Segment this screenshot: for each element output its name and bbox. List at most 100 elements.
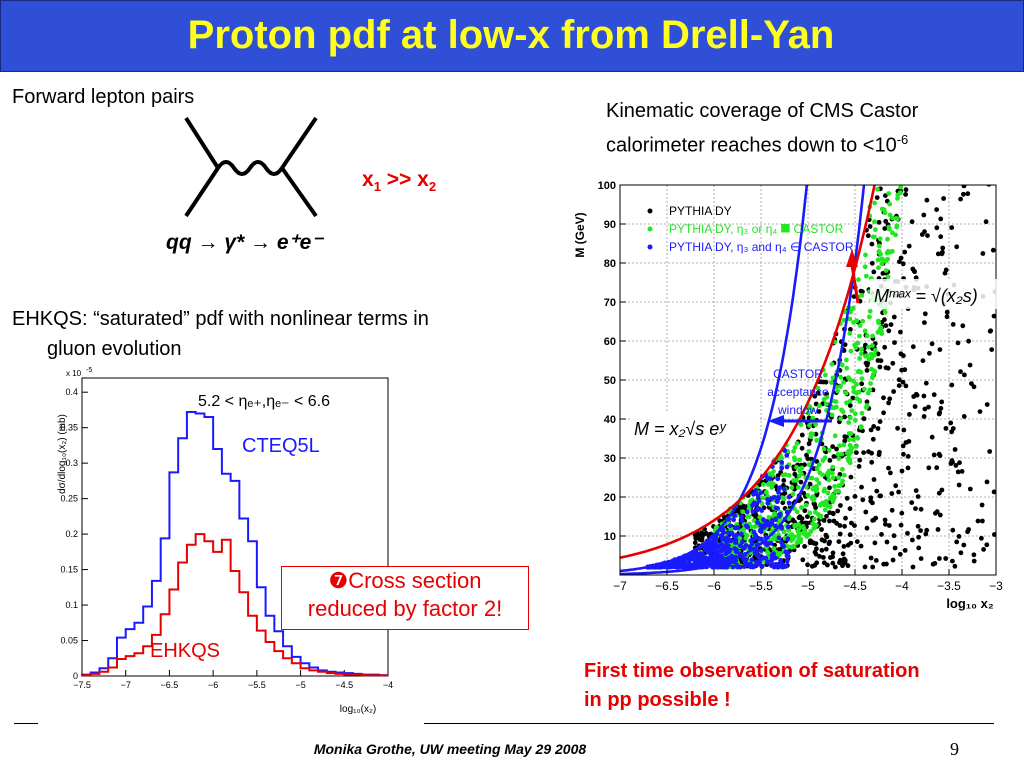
scatter-point [766, 515, 772, 520]
scatter-point [877, 179, 882, 184]
scatter-point [895, 175, 900, 177]
scatter-point [854, 390, 859, 396]
scatter-y-tick-label: 20 [604, 492, 616, 504]
scatter-point [851, 385, 856, 390]
scatter-point [950, 527, 956, 533]
scatter-point [779, 465, 785, 471]
scatter-point [879, 532, 884, 537]
scatter-point [871, 477, 877, 482]
scatter-point [867, 224, 873, 229]
scatter-point [872, 234, 877, 240]
feynman-diagram [184, 116, 318, 218]
scatter-point [795, 528, 801, 534]
scatter-point [740, 509, 746, 515]
scatter-point [796, 515, 802, 521]
scatter-point [779, 525, 784, 531]
scatter-point [821, 560, 827, 566]
scatter-point [916, 176, 921, 181]
scatter-point [864, 403, 870, 408]
scatter-point [779, 495, 785, 500]
scatter-curve-castor-edge [620, 185, 866, 575]
scatter-point [852, 411, 858, 417]
scatter-point [905, 530, 910, 536]
mmax-arrow [850, 264, 860, 304]
scatter-point [816, 512, 821, 517]
scatter-point [872, 348, 878, 353]
scatter-point [725, 530, 731, 535]
scatter-point [746, 506, 752, 511]
scatter-point [840, 551, 846, 557]
scatter-point [809, 407, 815, 413]
scatter-x-tick-label: −3 [989, 579, 1003, 593]
scatter-point [745, 524, 750, 530]
scatter-point [755, 507, 760, 513]
scatter-point [813, 505, 818, 511]
scatter-point [794, 464, 799, 470]
scatter-point [900, 443, 906, 449]
quark-line-in-top [184, 116, 220, 170]
scatter-point [809, 563, 815, 569]
scatter-point [794, 441, 800, 446]
scatter-point [861, 450, 866, 455]
scatter-point [844, 495, 850, 501]
scatter-point [842, 523, 847, 529]
scatter-point [889, 491, 895, 496]
m-formula-bg [630, 413, 760, 441]
scatter-point [921, 393, 927, 399]
conclusion-line2: in pp possible ! [584, 689, 731, 711]
scatter-point [765, 500, 771, 506]
scatter-point [927, 176, 932, 181]
scatter-point [725, 544, 731, 550]
scatter-point [891, 179, 896, 184]
scatter-point [807, 540, 813, 546]
scatter-point [896, 383, 902, 388]
hist-y-multiplier-exponent: -5 [86, 367, 92, 374]
scatter-point [681, 563, 686, 569]
scatter-point [866, 344, 871, 350]
scatter-point [898, 185, 904, 190]
scatter-point [891, 314, 897, 320]
hist-y-multiplier: x 10 [66, 369, 82, 378]
scatter-point [824, 394, 830, 400]
scatter-point [849, 408, 855, 414]
scatter-point [852, 418, 858, 423]
scatter-point [953, 463, 959, 468]
scatter-point [799, 505, 804, 510]
scatter-point [950, 558, 955, 564]
scatter-point [772, 535, 777, 540]
scatter-point [914, 392, 920, 398]
scatter-point [838, 384, 843, 389]
process-equation: qq → γ* → e⁺e⁻ [166, 231, 323, 254]
scatter-point [840, 466, 845, 472]
scatter-point [699, 537, 705, 543]
scatter-point [859, 410, 865, 416]
scatter-point [984, 402, 990, 407]
scatter-point [724, 539, 729, 545]
scatter-point [805, 562, 810, 568]
scatter-point [773, 562, 779, 567]
x-operator: >> [380, 168, 418, 191]
scatter-point [935, 527, 941, 532]
scatter-point [899, 510, 905, 516]
ehkqs-line1: EHKQS: “saturated” pdf with nonlinear te… [12, 308, 429, 330]
scatter-point [897, 178, 902, 183]
scatter-point [876, 175, 881, 176]
scatter-point [860, 289, 865, 295]
scatter-point [952, 447, 958, 452]
scatter-point [792, 445, 798, 450]
scatter-point [870, 564, 876, 570]
scatter-point [831, 495, 837, 500]
scatter-point [938, 234, 944, 240]
scatter-point [749, 557, 755, 563]
scatter-point [815, 385, 821, 391]
mmax-label-bg [870, 279, 1006, 309]
scatter-point [926, 465, 932, 471]
scatter-point [811, 516, 817, 522]
scatter-point [900, 261, 906, 267]
scatter-point [814, 546, 819, 552]
hist-cut-annotation: 5.2 < ηₑ₊,ηₑ₋ < 6.6 [198, 393, 330, 410]
scatter-point [935, 251, 941, 257]
scatter-point [851, 320, 856, 325]
scatter-point [950, 322, 956, 327]
hist-legend-ehkqs: EHKQS [150, 640, 220, 662]
